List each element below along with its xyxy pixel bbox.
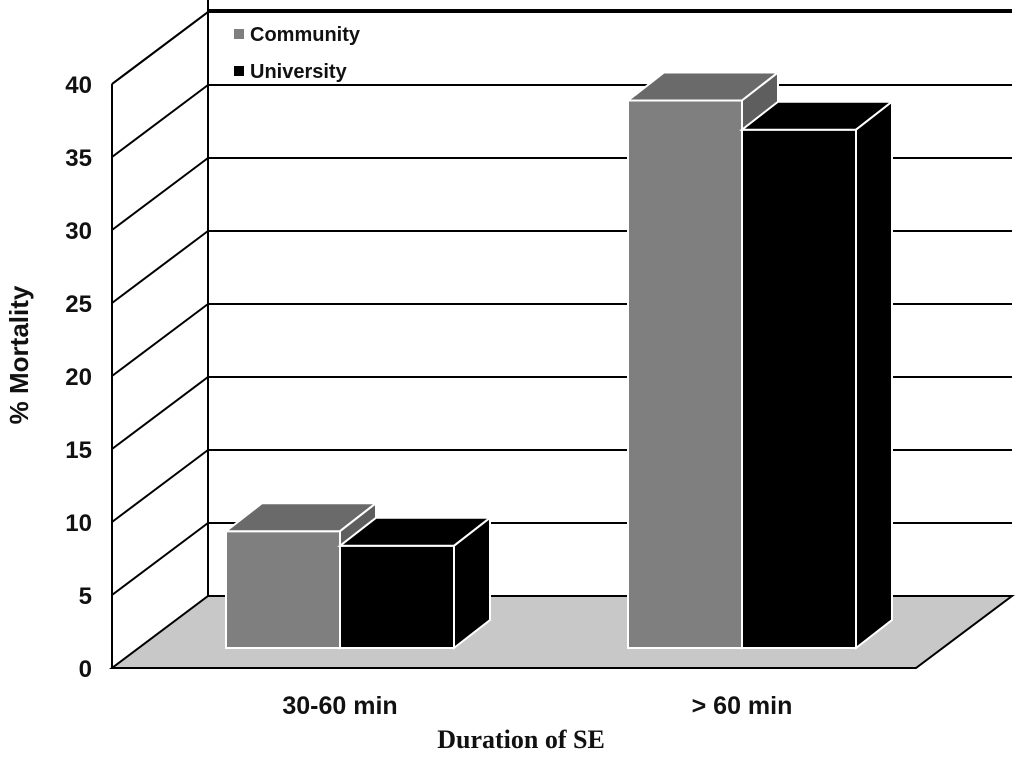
legend-label-community: Community [250,24,361,46]
y-tick-label: 5 [79,583,92,610]
gridline-diagonal [111,11,209,85]
bars [223,70,895,651]
y-tick-label: 25 [65,291,92,318]
x-tick-label: 30-60 min [282,692,397,720]
bar-university-0 [339,544,455,649]
gridline-diagonal [111,84,209,158]
y-tick-label: 40 [65,72,92,99]
gridline-diagonal [111,376,209,450]
legend-label-university: University [250,61,348,83]
y-tick-label: 10 [65,510,92,537]
x-axis-ticks: 30-60 min > 60 min [282,692,792,720]
gridline-diagonal [111,157,209,231]
bar-university-0-side [453,515,491,651]
y-axis-label: % Mortality [4,285,34,424]
legend-swatch-community [234,29,244,39]
gridline-diagonal [111,449,209,523]
gridline-diagonal [111,303,209,377]
y-tick-label: 0 [79,656,92,683]
y-tick-label: 20 [65,364,92,391]
y-tick-label: 30 [65,218,92,245]
x-axis-label: Duration of SE [437,725,605,754]
bar-university-1 [741,128,857,649]
y-axis-ticks: 0 5 10 15 20 25 30 35 40 [65,72,92,683]
x-tick-label: > 60 min [692,692,793,720]
legend: Community University [234,24,361,83]
bar-community-0 [225,530,341,650]
gridline-diagonal [111,230,209,304]
y-tick-label: 35 [65,145,92,172]
y-tick-label: 15 [65,437,92,464]
legend-swatch-university [234,66,244,76]
gridline-diagonal [111,522,209,596]
bar-community-1 [627,99,743,649]
bar-university-1-side [855,99,893,651]
